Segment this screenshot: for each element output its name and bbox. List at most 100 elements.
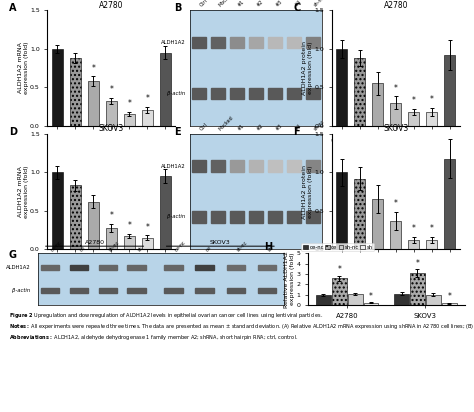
Bar	[306, 88, 319, 99]
Text: *: *	[394, 84, 398, 93]
Bar	[106, 228, 117, 249]
Bar	[230, 88, 244, 99]
Text: sh-nc: sh-nc	[236, 239, 249, 252]
Bar	[336, 172, 347, 249]
Text: A2780: A2780	[85, 240, 105, 245]
Text: H: H	[264, 242, 273, 252]
Text: oe-nc: oe-nc	[50, 239, 64, 252]
Text: #3: #3	[275, 123, 283, 131]
Text: *: *	[412, 96, 416, 105]
Text: *: *	[109, 211, 113, 220]
Y-axis label: ALDH1A2 protein
expression (fold): ALDH1A2 protein expression (fold)	[302, 164, 313, 219]
Bar	[306, 37, 319, 48]
Text: Ctrl: Ctrl	[199, 122, 209, 131]
Text: *: *	[416, 259, 419, 268]
Bar	[88, 81, 99, 126]
Text: ALDH1A2: ALDH1A2	[6, 265, 30, 270]
Bar	[192, 160, 206, 172]
Bar	[106, 101, 117, 126]
Text: $\mathbf{Figure\ 2}$ Upregulation and downregulation of ALDH1A2 levels in epithe: $\mathbf{Figure\ 2}$ Upregulation and do…	[9, 311, 474, 342]
Bar	[192, 211, 206, 223]
Bar	[444, 159, 456, 249]
Text: #1: #1	[237, 123, 246, 131]
Text: #4: #4	[294, 0, 303, 8]
Text: ALDH1A2: ALDH1A2	[161, 164, 186, 169]
Bar	[211, 37, 225, 48]
Bar	[227, 265, 245, 270]
Bar	[287, 37, 301, 48]
Bar	[258, 265, 276, 270]
Text: *: *	[337, 265, 341, 274]
Text: ALDH1A2: ALDH1A2	[161, 40, 186, 45]
Bar	[70, 185, 81, 249]
Text: *: *	[430, 224, 434, 233]
Bar	[410, 273, 425, 305]
Bar	[249, 211, 263, 223]
Text: β-actin: β-actin	[167, 91, 186, 96]
Bar	[372, 83, 383, 126]
Title: SKOV3: SKOV3	[99, 124, 124, 133]
Bar	[390, 221, 401, 249]
Bar	[426, 295, 441, 305]
Text: *: *	[146, 222, 149, 232]
Bar	[41, 288, 59, 293]
Bar	[249, 88, 263, 99]
Bar	[394, 293, 409, 305]
Bar	[287, 211, 301, 223]
Text: *: *	[91, 63, 95, 73]
Bar	[192, 37, 206, 48]
Bar	[99, 265, 117, 270]
Text: Ctrl: Ctrl	[199, 0, 209, 8]
Text: D: D	[9, 127, 17, 137]
Bar	[160, 53, 171, 126]
Bar	[142, 110, 153, 126]
Text: sh-nc: sh-nc	[313, 0, 326, 8]
Bar	[372, 199, 383, 249]
Bar	[268, 211, 282, 223]
Bar	[124, 114, 135, 126]
Text: sh: sh	[137, 245, 144, 252]
Title: SKOV3: SKOV3	[383, 124, 409, 133]
Y-axis label: ALDH1A2 protein
expression (fold): ALDH1A2 protein expression (fold)	[302, 41, 313, 95]
Text: #2: #2	[256, 123, 264, 131]
Bar	[306, 211, 319, 223]
Legend: oe-nc, oe, sh-nc, sh: oe-nc, oe, sh-nc, sh	[301, 243, 374, 251]
Text: A: A	[9, 3, 17, 13]
Text: F: F	[293, 127, 300, 137]
Bar	[70, 288, 88, 293]
Bar	[442, 303, 456, 305]
Bar	[127, 288, 146, 293]
Text: sh-nc: sh-nc	[313, 119, 326, 131]
Bar	[354, 58, 365, 126]
Text: #2: #2	[256, 0, 264, 8]
Text: sh: sh	[267, 245, 274, 252]
Bar	[444, 55, 456, 126]
Bar	[70, 265, 88, 270]
Bar	[332, 278, 346, 305]
Bar	[164, 265, 182, 270]
Bar	[127, 265, 146, 270]
Text: *: *	[146, 94, 149, 103]
Text: *: *	[430, 95, 434, 104]
Y-axis label: ALDH1A2 mRNA
expression (fold): ALDH1A2 mRNA expression (fold)	[18, 165, 28, 218]
Text: Mocked: Mocked	[218, 115, 235, 131]
Bar	[287, 88, 301, 99]
Bar	[211, 88, 225, 99]
Bar	[426, 240, 438, 249]
Text: oe: oe	[205, 245, 212, 252]
Text: *: *	[109, 85, 113, 94]
Text: *: *	[447, 292, 451, 301]
Text: #1: #1	[237, 0, 246, 8]
Bar	[287, 160, 301, 172]
Bar	[408, 112, 419, 126]
Bar	[268, 88, 282, 99]
Text: C: C	[293, 3, 301, 13]
Bar	[211, 160, 225, 172]
Bar	[52, 172, 63, 249]
Bar	[211, 211, 225, 223]
Bar	[354, 178, 365, 249]
Text: *: *	[394, 199, 398, 208]
Bar	[41, 265, 59, 270]
Bar	[195, 288, 214, 293]
Bar	[192, 88, 206, 99]
